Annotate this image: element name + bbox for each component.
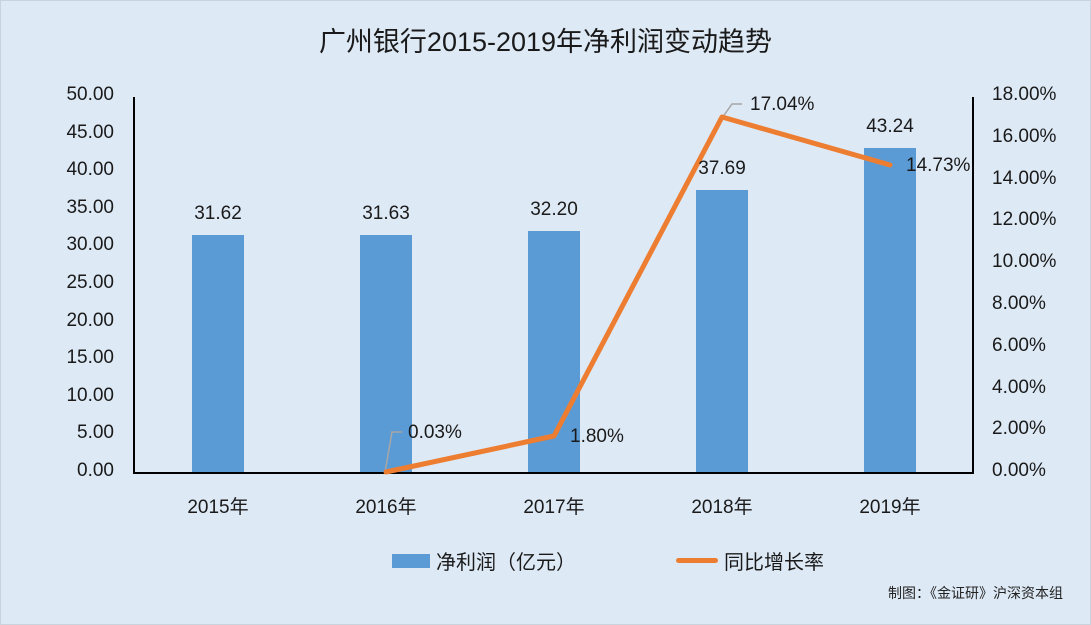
bar-swatch-icon	[392, 553, 430, 568]
bar-label-2016: 31.63	[362, 203, 410, 224]
bar-label-2019: 43.24	[866, 116, 914, 137]
x-tick-2019: 2019年	[859, 497, 921, 518]
leader-line-2016	[384, 431, 402, 473]
chart-title: 广州银行2015-2019年净利润变动趋势	[318, 27, 773, 57]
leader-line-2018	[721, 103, 742, 119]
left-tick: 0.00	[77, 460, 114, 481]
rate-label-2018: 17.04%	[750, 94, 815, 115]
bar-label-2015: 31.62	[194, 203, 242, 224]
left-tick: 40.00	[66, 159, 114, 180]
x-tick-2017: 2017年	[523, 497, 585, 518]
legend-label: 净利润（亿元）	[436, 552, 576, 574]
left-tick: 25.00	[66, 272, 114, 293]
growth-rate-line	[383, 114, 893, 475]
left-tick: 20.00	[66, 310, 114, 331]
bar-2019	[864, 148, 916, 473]
x-tick-2015: 2015年	[187, 497, 249, 518]
legend-item-growth-rate: 同比增长率	[676, 546, 824, 575]
legend-label: 同比增长率	[724, 552, 824, 574]
right-tick: 10.00%	[992, 251, 1057, 272]
rate-label-2017: 1.80%	[570, 426, 624, 447]
left-tick: 30.00	[66, 234, 114, 255]
line-swatch-icon	[676, 558, 718, 563]
bar-label-2017: 32.20	[530, 199, 578, 220]
x-tick-2018: 2018年	[691, 497, 753, 518]
chart-credit: 制图：《金证研》沪深资本组	[888, 585, 1063, 601]
rate-label-2019: 14.73%	[906, 155, 971, 176]
left-tick: 35.00	[66, 197, 114, 218]
right-tick: 12.00%	[992, 209, 1057, 230]
left-tick: 10.00	[66, 385, 114, 406]
right-tick: 2.00%	[992, 418, 1046, 439]
x-tick-2016: 2016年	[355, 497, 417, 518]
legend-item-net-profit: 净利润（亿元）	[392, 546, 576, 575]
right-tick: 18.00%	[992, 84, 1057, 105]
bar-2018	[696, 190, 748, 473]
left-tick: 45.00	[66, 122, 114, 143]
right-tick: 6.00%	[992, 335, 1046, 356]
right-tick: 0.00%	[992, 460, 1046, 481]
bar-2016	[360, 235, 412, 473]
right-tick: 8.00%	[992, 293, 1046, 314]
left-tick: 15.00	[66, 347, 114, 368]
left-tick: 50.00	[66, 84, 114, 105]
right-tick: 14.00%	[992, 168, 1057, 189]
bar-2015	[192, 235, 244, 473]
rate-label-2016: 0.03%	[408, 422, 462, 443]
left-tick: 5.00	[77, 422, 114, 443]
right-tick: 4.00%	[992, 377, 1046, 398]
bar-label-2018: 37.69	[698, 158, 746, 179]
right-tick: 16.00%	[992, 126, 1057, 147]
